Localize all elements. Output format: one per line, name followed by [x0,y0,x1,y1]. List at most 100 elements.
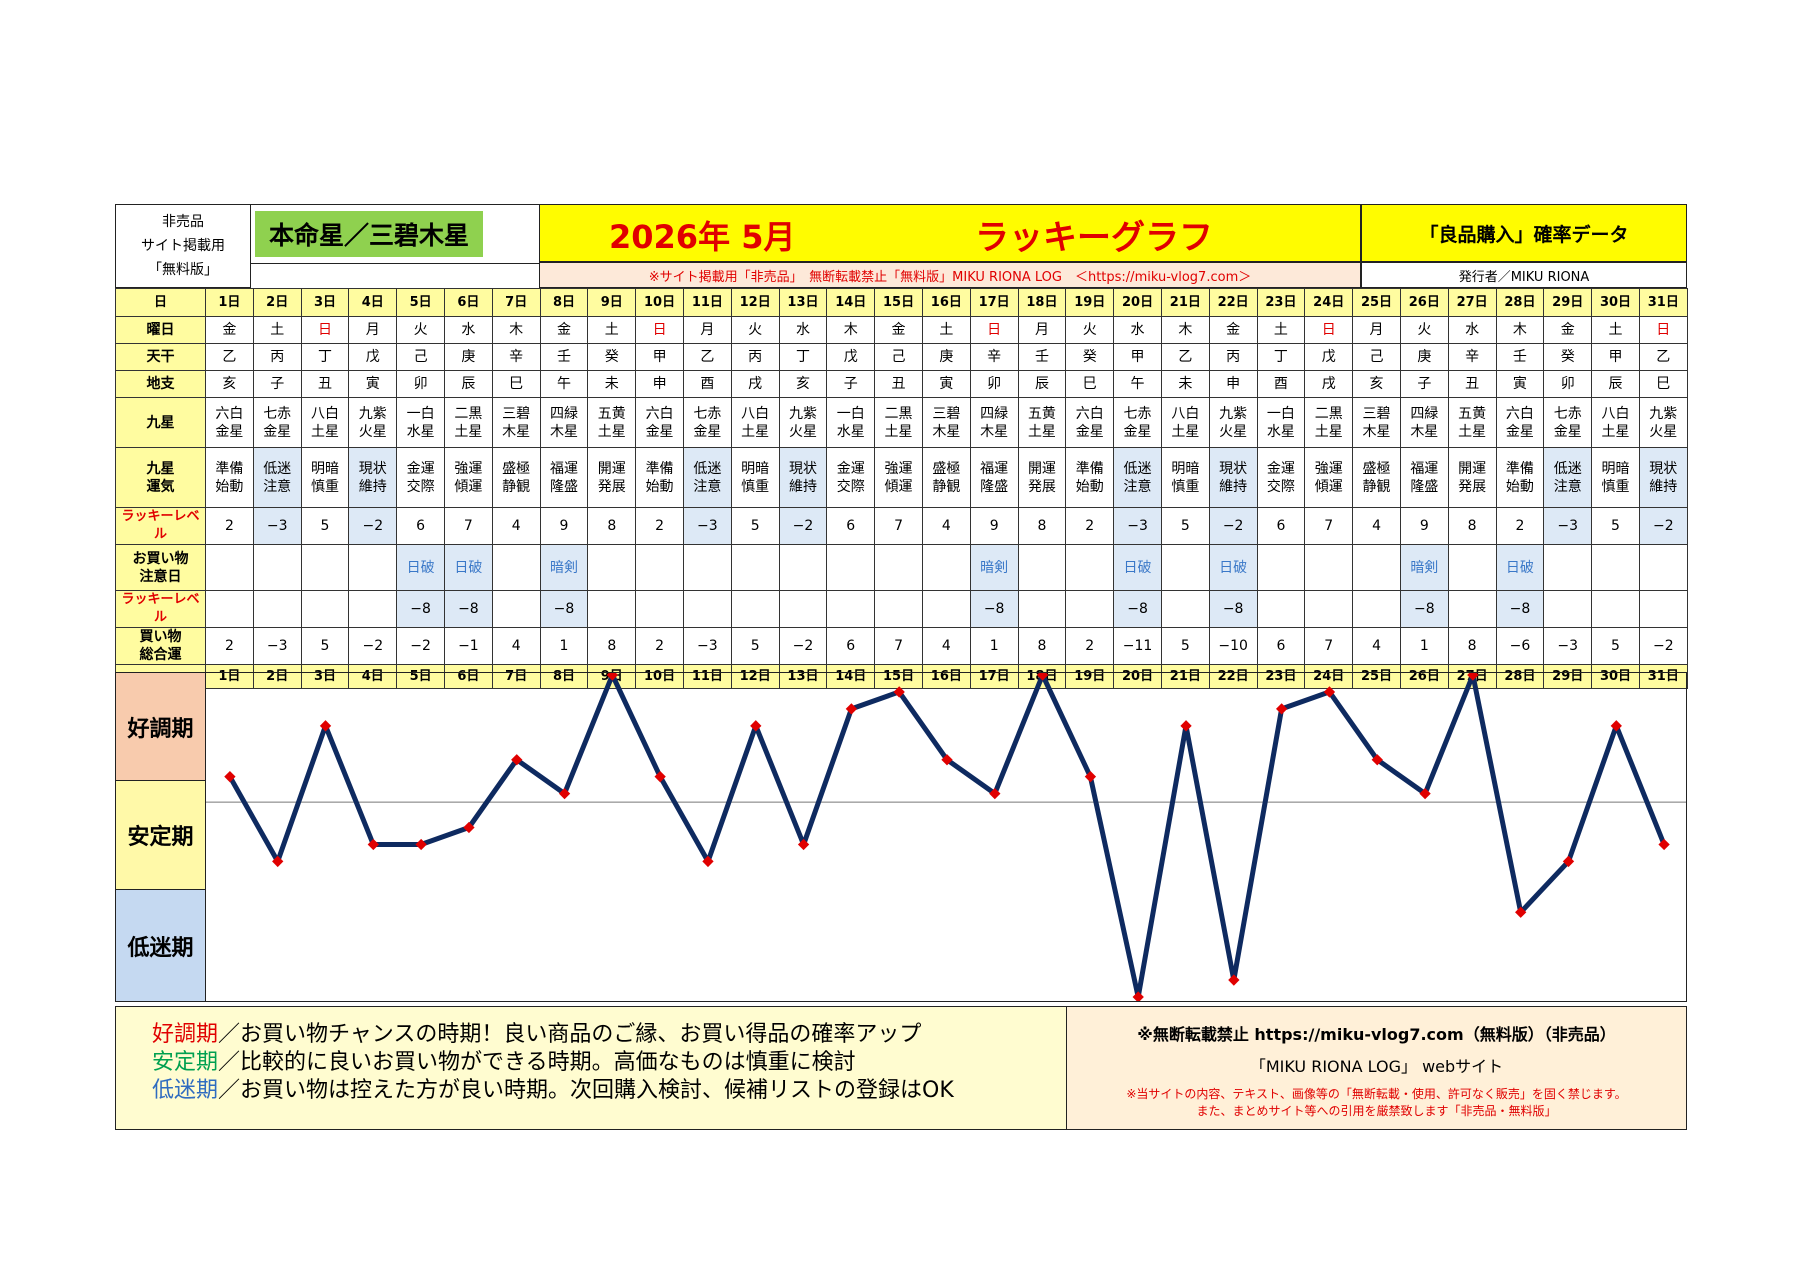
stem-cell: 辛 [1447,343,1497,371]
fortune-cell: 明暗 慎重 [300,447,350,508]
caution-cell [874,544,923,591]
total-cell: 5 [1160,627,1210,665]
caution-cell [252,544,302,591]
data-point [702,855,714,868]
day-footer-cell: 5日 [396,664,445,689]
row-label: 買い物 総合運 [115,627,206,665]
fortune-cell: 盛極 静観 [1352,447,1401,508]
lucky-level2-cell: −8 [1113,590,1162,628]
day-footer-cell: 29日 [1543,664,1593,689]
lucky-level-cell: 7 [443,507,493,545]
branch-cell: 巳 [1638,370,1688,398]
lucky-level2-cell [1304,590,1354,628]
stem-cell: 乙 [682,343,732,371]
total-cell: 4 [491,627,541,665]
total-cell: 7 [874,627,923,665]
weekday-cell: 金 [1543,316,1593,344]
day-cell: 29日 [1543,288,1593,317]
stable-text: ／比較的に良いお買い物ができる時期。高価なものは慎重に検討 [218,1050,856,1075]
star-cell: 二黒 土星 [874,397,923,448]
star-cell: 九紫 火星 [348,397,398,448]
star-cell: 七赤 金星 [682,397,732,448]
caution-cell [1638,544,1688,591]
total-cell: 1 [539,627,589,665]
caution-cell: 暗剣 [1399,544,1449,591]
data-point [272,855,284,868]
day-cell: 24日 [1304,288,1354,317]
data-point [1228,974,1240,986]
lucky-level2-cell [730,590,780,628]
star-cell: 七赤 金星 [252,397,302,448]
site-label: サイト掲載用 [141,238,225,254]
total-cell: −3 [252,627,302,665]
lucky-level-cell: 5 [1591,507,1640,545]
star-cell: 四緑 木星 [1399,397,1449,448]
branch-cell: 辰 [1591,370,1640,398]
fortune-cell: 福運 隆盛 [1399,447,1449,508]
notice-line: ※サイト掲載用「非売品」 無断転載禁止「無料版」MIKU RIONA LOG ＜… [648,269,1252,285]
legend-box: 好調期／お買い物チャンスの時期！良い商品のご縁、お買い得品の確率アップ 安定期／… [115,1006,1067,1130]
stem-cell: 戊 [348,343,398,371]
branch-cell: 卯 [1543,370,1593,398]
day-cell: 8日 [539,288,589,317]
stem-cell: 甲 [635,343,684,371]
lucky-level-cell: 5 [300,507,350,545]
lucky-level-cell: 6 [826,507,876,545]
day-cell: 13日 [778,288,828,317]
caution-cell [1304,544,1354,591]
lucky-level-cell: 6 [396,507,445,545]
stem-cell: 乙 [1160,343,1210,371]
caution-cell [1256,544,1306,591]
branch-cell: 酉 [682,370,732,398]
branch-cell: 卯 [396,370,445,398]
data-title-box: 「良品購入」確率データ [1361,204,1687,262]
day-cell: 17日 [969,288,1019,317]
weekday-cell: 土 [587,316,637,344]
stem-cell: 甲 [1591,343,1640,371]
lucky-level2-cell: −8 [1399,590,1449,628]
weekday-cell: 金 [205,316,254,344]
day-cell: 7日 [491,288,541,317]
branch-cell: 巳 [1065,370,1115,398]
weekday-cell: 水 [1447,316,1497,344]
lucky-level2-cell [921,590,971,628]
lucky-level2-cell [874,590,923,628]
good-text: ／お買い物チャンスの時期！良い商品のご縁、お買い得品の確率アップ [218,1022,922,1047]
row-label: 九星 [115,397,206,448]
branch-cell: 戌 [730,370,780,398]
day-cell: 11日 [682,288,732,317]
data-point [1180,720,1192,732]
lucky-level-row: ラッキーレベル 2 −3 5 −2 6 7 4 9 8 2 −3 5 −2 6 7 4 9 8 2 −3 5 −2 6 7 4 9 8… [115,507,1688,545]
total-cell: 5 [730,627,780,665]
star-cell: 四緑 木星 [539,397,589,448]
total-cell: 5 [1591,627,1640,665]
zone-stable: 安定期 [116,781,206,890]
caution-cell [1447,544,1497,591]
notice-strip: ※サイト掲載用「非売品」 無断転載禁止「無料版」MIKU RIONA LOG ＜… [539,262,1361,288]
star-cell: 七赤 金星 [1543,397,1593,448]
total-cell: −11 [1113,627,1162,665]
lucky-level-cell: −3 [1113,507,1162,545]
caution-cell [826,544,876,591]
star-cell: 九紫 火星 [1208,397,1258,448]
star-cell: 一白 水星 [396,397,445,448]
stem-cell: 丙 [252,343,302,371]
fortune-cell: 低迷 注意 [1113,447,1162,508]
notice-line4: また、まとめサイト等への引用を厳禁致します「非売品・無料版」 [1196,1104,1557,1118]
star-cell: 九紫 火星 [778,397,828,448]
star-cell: 六白 金星 [1065,397,1115,448]
branch-cell: 丑 [300,370,350,398]
branch-cell: 亥 [205,370,254,398]
fortune-line-chart: 好調期 安定期 低迷期 [115,672,1687,1002]
lucky-level2-cell [1017,590,1067,628]
fortune-table: 日 1日 2日 3日 4日 5日 6日 7日 8日 9日 10日 11日 12日 13日 14日 15日 16日… [115,288,1688,689]
fortune-cell: 盛極 静観 [491,447,541,508]
fortune-cell: 福運 隆盛 [969,447,1019,508]
fortune-cell: 開運 発展 [1447,447,1497,508]
stable-term: 安定期 [152,1050,219,1075]
branch-cell: 子 [1399,370,1449,398]
weekday-cell: 土 [252,316,302,344]
branch-cell: 亥 [778,370,828,398]
row-label: 天干 [115,343,206,371]
lucky-level-cell: 7 [874,507,923,545]
